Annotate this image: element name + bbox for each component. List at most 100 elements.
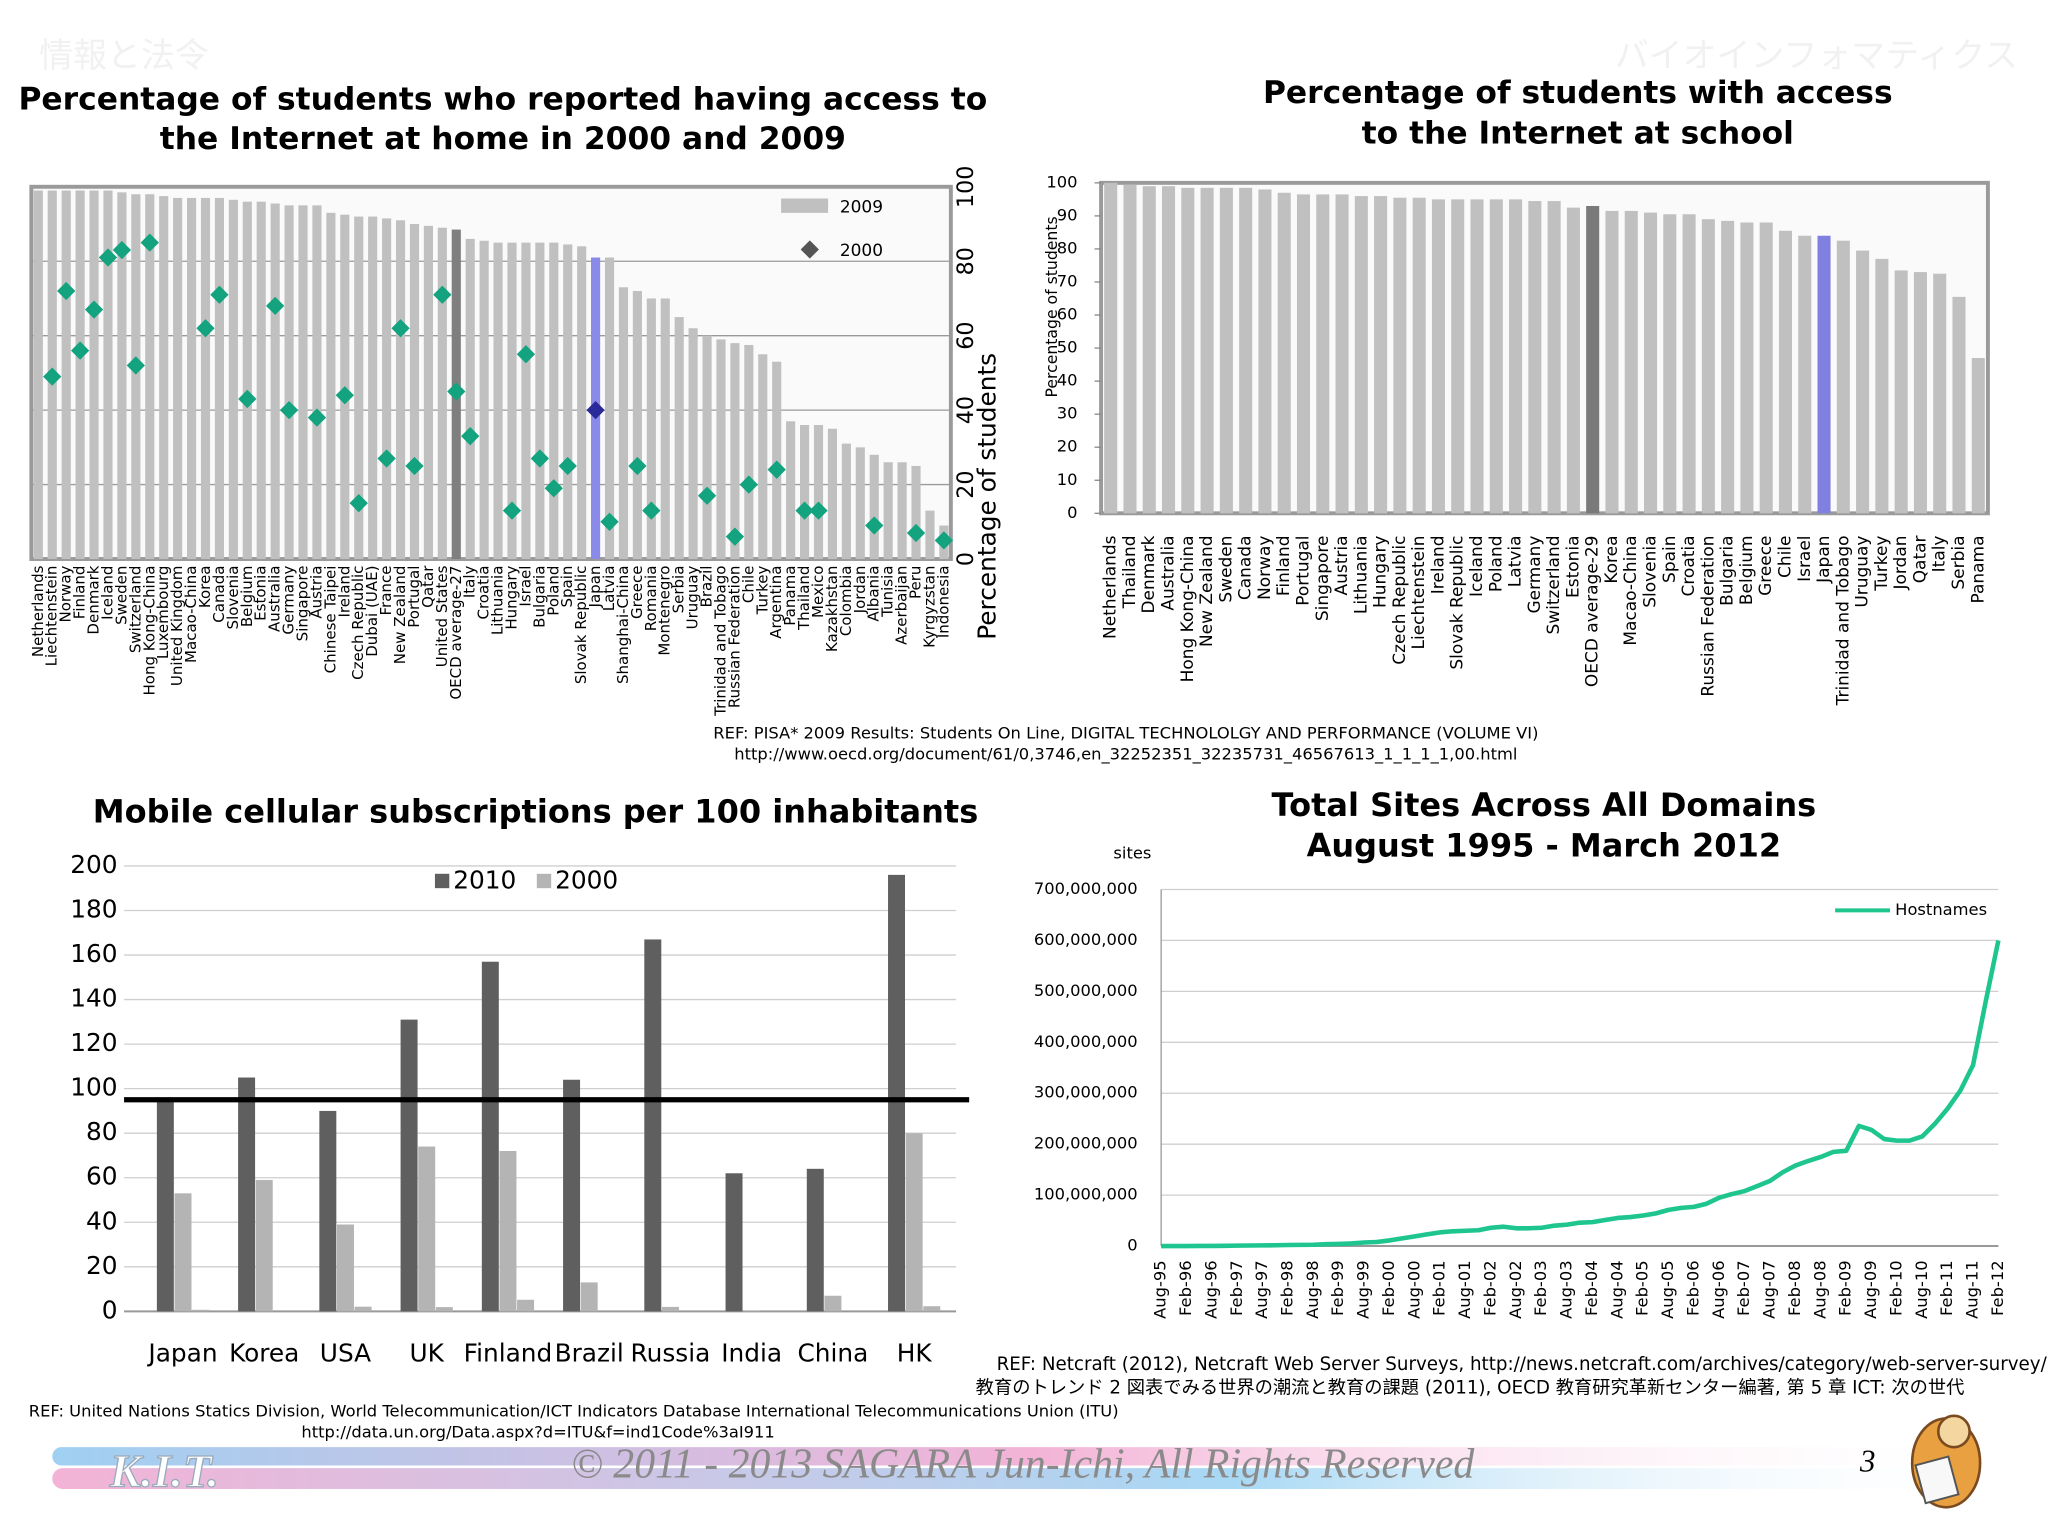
- x-tick-label: Latvia: [600, 566, 618, 612]
- x-tick-label: Singapore: [1313, 536, 1333, 622]
- mascot-head: [1936, 1414, 1971, 1449]
- y-tick-label: 90: [1057, 205, 1078, 224]
- bar: [1489, 199, 1503, 514]
- x-tick-label: Aug-95: [1151, 1260, 1170, 1319]
- bar: [1335, 194, 1349, 514]
- x-tick-label: Kyrgyzstan: [920, 566, 938, 648]
- x-tick-label: France: [377, 566, 395, 616]
- y-tick-label: 600,000,000: [1034, 930, 1138, 949]
- bar: [702, 335, 712, 560]
- legend-label: 2010: [453, 866, 516, 895]
- x-tick-label: Aug-03: [1557, 1260, 1576, 1319]
- band-top: [52, 1447, 2018, 1466]
- x-tick-label: Dubai (UAE): [363, 566, 381, 657]
- x-tick-label: United Kingdom: [168, 566, 186, 687]
- diamond-marker: [767, 460, 786, 479]
- x-tick-label: Aug-05: [1658, 1260, 1677, 1319]
- bar: [580, 1282, 598, 1312]
- x-tick-label: Colombia: [837, 566, 855, 637]
- x-tick-label: Denmark: [85, 565, 103, 634]
- x-tick-label: Italy: [1930, 536, 1950, 573]
- x-tick-label: Aug-02: [1506, 1260, 1525, 1319]
- x-tick-label: Sweden: [112, 566, 130, 625]
- diamond-marker: [558, 456, 577, 476]
- chart-title: Mobile cellular subscriptions per 100 in…: [93, 793, 979, 831]
- x-tick-label: Mexico: [809, 566, 827, 618]
- legend-swatch: [781, 198, 829, 213]
- bar: [238, 1077, 256, 1312]
- bar: [1239, 187, 1253, 514]
- x-tick-label: Croatia: [1679, 536, 1699, 597]
- diamond-marker: [84, 300, 104, 319]
- bar: [1393, 197, 1407, 514]
- y-tick-label: 0: [1067, 503, 1077, 522]
- diamond-marker: [279, 400, 299, 420]
- y-tick-label: 100: [953, 166, 979, 208]
- y-tick-label: 40: [953, 396, 979, 424]
- x-tick-label: Feb-11: [1937, 1260, 1956, 1316]
- header-left: 情報と法令: [39, 36, 209, 76]
- mascot-book: [1914, 1455, 1960, 1505]
- x-tick-label: Albania: [865, 566, 883, 622]
- bar: [423, 225, 433, 560]
- bar: [418, 1146, 436, 1312]
- page-number: 3: [1859, 1443, 1876, 1478]
- x-tick-label: Canada: [210, 566, 228, 623]
- bar: [1798, 235, 1812, 514]
- bar: [1181, 187, 1195, 514]
- bar: [1374, 196, 1388, 514]
- bar: [688, 328, 698, 560]
- bar: [563, 1079, 581, 1312]
- bar: [1778, 230, 1793, 514]
- y-axis-label: Percentage of students: [1042, 216, 1061, 397]
- x-tick-label: Feb-07: [1734, 1260, 1753, 1316]
- y-tick-label: 100: [1046, 172, 1077, 191]
- x-tick-label: Japan: [146, 1338, 217, 1367]
- x-tick-label: Trinidad and Tobago: [711, 566, 729, 717]
- x-tick-label: United States: [433, 565, 451, 667]
- x-tick-label: Hungary: [503, 565, 521, 629]
- x-tick-label: Finland: [1274, 536, 1294, 597]
- diamond-marker: [140, 233, 159, 252]
- bar: [535, 242, 545, 560]
- x-tick-label: Kazakhstan: [823, 566, 841, 653]
- diamond-marker: [739, 475, 758, 494]
- x-tick-label: Spain: [558, 566, 576, 608]
- x-tick-label: Bulgaria: [1718, 536, 1738, 606]
- bar: [354, 1306, 372, 1312]
- bar: [744, 344, 754, 560]
- x-tick-label: Macao-China: [1621, 536, 1641, 646]
- x-tick-label: Aug-06: [1709, 1260, 1728, 1319]
- bar: [1682, 214, 1696, 514]
- x-tick-label: Lithuania: [1351, 536, 1371, 615]
- x-tick-label: Switzerland: [126, 566, 144, 654]
- x-tick-label: Feb-00: [1379, 1260, 1398, 1316]
- bar: [806, 1168, 824, 1312]
- x-tick-label: Bulgaria: [530, 566, 548, 628]
- bar: [1451, 199, 1465, 514]
- x-tick-label: Feb-01: [1430, 1260, 1449, 1316]
- x-tick-label: Aug-07: [1760, 1260, 1779, 1319]
- bar: [103, 190, 113, 560]
- bar: [156, 1097, 174, 1312]
- bar: [743, 1310, 761, 1312]
- bar: [1701, 219, 1715, 514]
- bar: [131, 194, 141, 560]
- bar: [855, 447, 865, 560]
- x-tick-label: USA: [320, 1338, 371, 1367]
- bar: [604, 257, 615, 560]
- x-tick-label: Switzerland: [1544, 536, 1564, 635]
- x-tick-label: Iceland: [1467, 536, 1487, 597]
- x-tick-label: Romania: [642, 566, 660, 632]
- x-tick-label: Qatar: [419, 565, 437, 608]
- bar: [1258, 189, 1272, 514]
- x-tick-label: Latvia: [1506, 536, 1526, 588]
- bar: [186, 197, 197, 560]
- chart-title: August 1995 - March 2012: [1307, 827, 1782, 865]
- x-tick-label: Luxembourg: [154, 566, 172, 660]
- line-series: [1161, 939, 2001, 1249]
- x-tick-label: Serbia: [1949, 536, 1969, 590]
- bar: [159, 196, 169, 560]
- bar: [618, 287, 629, 560]
- bar: [255, 1179, 273, 1312]
